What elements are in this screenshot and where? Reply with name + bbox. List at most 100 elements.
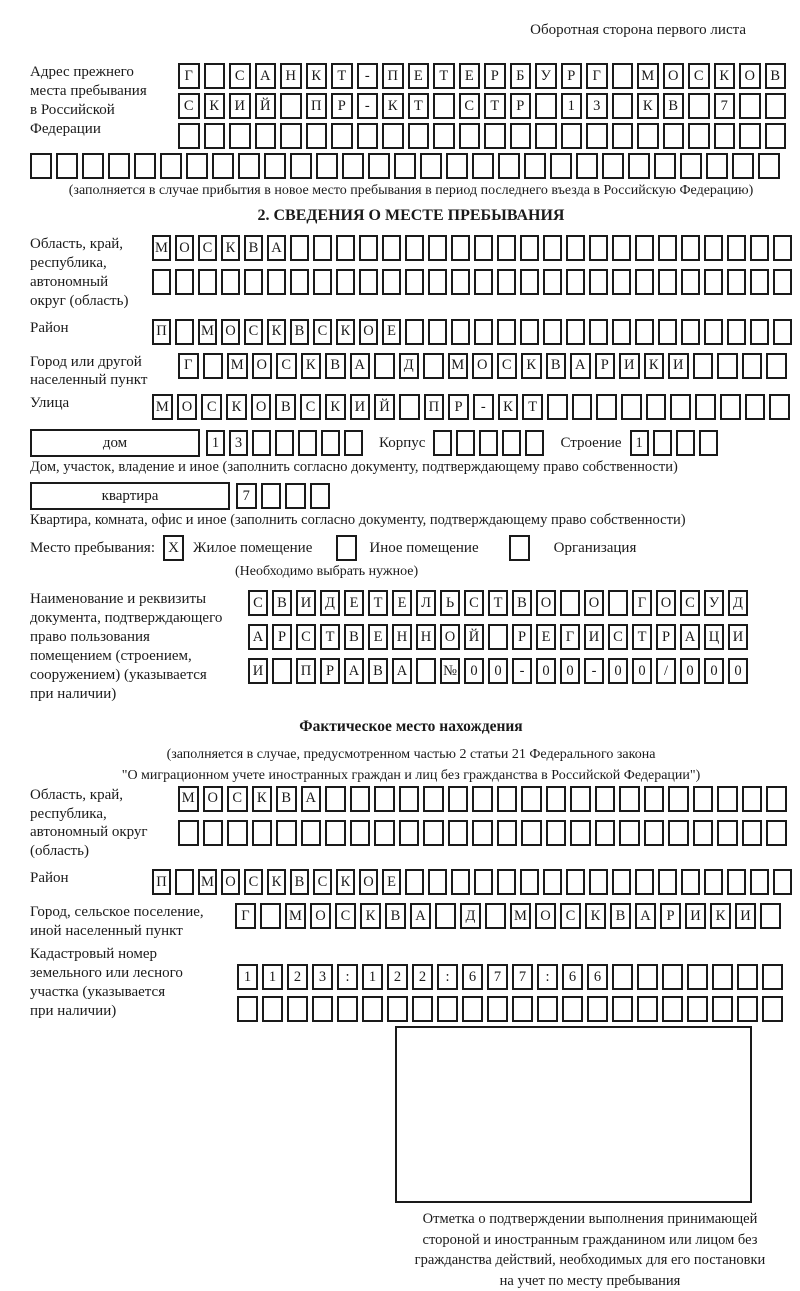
char-cell[interactable] [435,903,456,930]
char-cell[interactable] [487,996,508,1023]
char-cell[interactable] [238,153,260,179]
char-cell[interactable] [621,394,642,421]
char-cell[interactable]: Е [382,869,401,896]
char-cell[interactable]: О [202,785,223,812]
char-cell[interactable] [571,394,593,421]
char-cell[interactable]: А [300,785,321,812]
char-cell[interactable]: М [510,903,531,930]
char-cell[interactable] [428,269,447,295]
char-cell[interactable] [474,869,493,896]
char-cell[interactable] [643,785,664,812]
char-cell[interactable] [398,394,420,421]
char-cell[interactable] [758,153,780,179]
char-cell[interactable] [313,235,332,261]
char-cell[interactable]: - [512,658,532,685]
char-cell[interactable]: И [685,903,706,930]
char-cell[interactable] [570,819,591,846]
char-cell[interactable]: Т [433,63,455,89]
char-cell[interactable]: О [310,903,331,930]
char-cell[interactable] [382,235,401,261]
char-cell[interactable] [496,785,517,812]
char-cell[interactable] [458,123,480,149]
char-cell[interactable]: А [248,624,268,651]
char-cell[interactable] [717,785,738,812]
char-cell[interactable]: К [324,394,346,421]
char-cell[interactable]: Д [728,590,748,617]
char-cell[interactable] [704,318,723,345]
char-cell[interactable]: Р [660,903,681,930]
char-cell[interactable]: С [248,590,268,617]
char-cell[interactable]: О [359,318,378,345]
char-cell[interactable] [570,785,591,812]
char-cell[interactable]: В [662,93,684,119]
char-cell[interactable]: И [619,352,640,379]
char-cell[interactable] [612,964,633,991]
char-cell[interactable]: Т [407,93,429,119]
char-cell[interactable]: К [251,785,272,812]
char-cell[interactable]: С [229,63,251,89]
char-cell[interactable]: О [440,624,460,651]
char-cell[interactable]: К [267,869,286,896]
house-type-box[interactable]: дом [30,429,200,458]
char-cell[interactable] [727,235,746,261]
char-cell[interactable] [474,318,493,345]
char-cell[interactable]: 6 [587,964,608,991]
char-cell[interactable] [309,483,330,510]
char-cell[interactable]: П [152,318,171,345]
char-cell[interactable]: : [337,964,358,991]
char-cell[interactable]: М [285,903,306,930]
char-cell[interactable] [298,430,317,457]
char-cell[interactable]: 0 [632,658,652,685]
char-cell[interactable] [433,93,455,119]
char-cell[interactable] [652,430,672,457]
char-cell[interactable] [611,123,633,149]
char-cell[interactable]: О [250,394,272,421]
char-cell[interactable]: О [221,869,240,896]
char-cell[interactable] [687,996,708,1023]
char-cell[interactable] [428,235,447,261]
char-cell[interactable] [560,123,582,149]
char-cell[interactable]: Т [484,93,506,119]
char-cell[interactable]: С [244,869,263,896]
char-cell[interactable]: 7 [236,483,257,510]
char-cell[interactable] [325,785,346,812]
char-cell[interactable]: А [267,235,286,261]
char-cell[interactable]: С [680,590,700,617]
char-cell[interactable] [537,996,558,1023]
char-cell[interactable] [451,318,470,345]
char-cell[interactable] [750,869,769,896]
char-cell[interactable] [221,269,240,295]
char-cell[interactable]: В [244,235,263,261]
char-cell[interactable] [437,996,458,1023]
char-cell[interactable] [342,153,364,179]
char-cell[interactable] [202,352,223,379]
char-cell[interactable]: 6 [562,964,583,991]
char-cell[interactable] [741,785,762,812]
char-cell[interactable] [587,996,608,1023]
char-cell[interactable] [290,269,309,295]
char-cell[interactable]: В [385,903,406,930]
char-cell[interactable]: К [300,352,321,379]
char-cell[interactable]: О [656,590,676,617]
char-cell[interactable] [698,430,718,457]
checkbox-organization[interactable] [508,535,530,562]
char-cell[interactable]: К [221,235,240,261]
char-cell[interactable]: К [637,93,659,119]
char-cell[interactable]: И [248,658,268,685]
char-cell[interactable]: - [356,93,378,119]
char-cell[interactable]: Т [522,394,543,421]
char-cell[interactable] [447,785,468,812]
char-cell[interactable] [416,658,436,685]
char-cell[interactable] [737,996,758,1023]
char-cell[interactable]: С [244,318,263,345]
char-cell[interactable] [766,819,787,846]
char-cell[interactable]: И [735,903,756,930]
char-cell[interactable] [741,352,762,379]
char-cell[interactable] [596,394,618,421]
char-cell[interactable]: Т [368,590,388,617]
char-cell[interactable] [762,964,783,991]
char-cell[interactable] [668,819,689,846]
char-cell[interactable]: В [290,318,309,345]
char-cell[interactable]: М [152,394,173,421]
char-cell[interactable] [336,269,355,295]
